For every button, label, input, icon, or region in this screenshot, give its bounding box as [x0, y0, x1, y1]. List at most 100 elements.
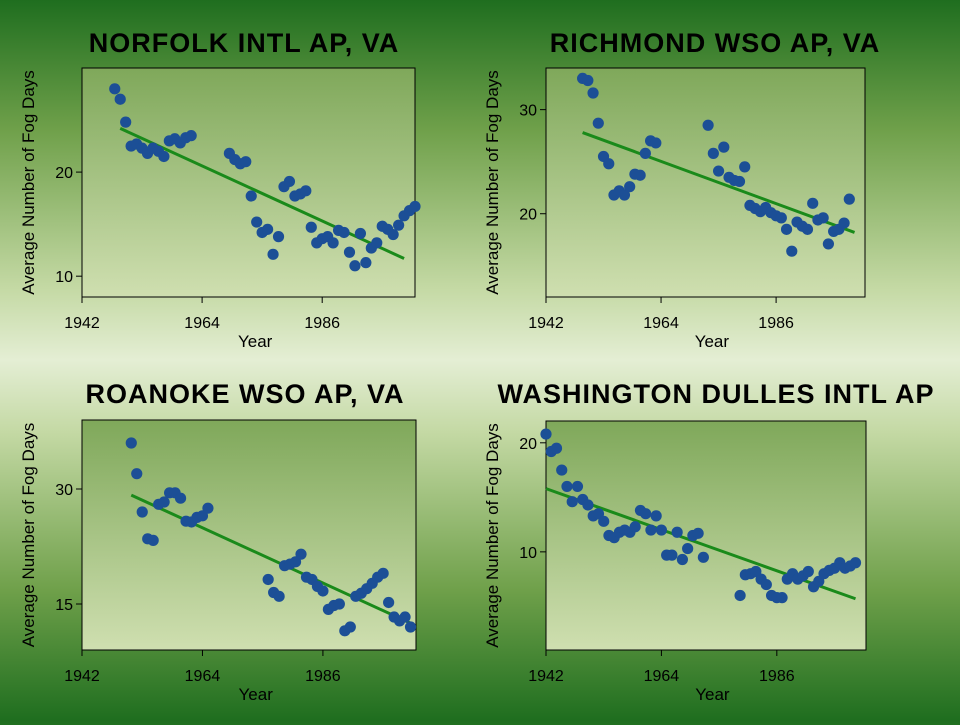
data-point [409, 200, 421, 213]
y-tick-label: 10 [55, 269, 73, 286]
trend-line [582, 131, 856, 234]
data-point [114, 93, 126, 105]
data-point [136, 506, 148, 518]
chart-panel-2: RICHMOND WSO AP, VA Average Number of Fog… [483, 28, 881, 351]
data-point [550, 442, 563, 454]
y-axis-label: Average Number of Fog Days [483, 423, 502, 648]
data-point [262, 223, 274, 235]
data-point [349, 260, 361, 272]
data-point [760, 578, 772, 591]
data-point [251, 216, 263, 228]
data-point [343, 246, 356, 258]
x-tick-label: 1942 [64, 668, 100, 685]
data-point [582, 74, 594, 87]
data-point [240, 156, 252, 168]
data-point [272, 231, 285, 243]
data-point [399, 611, 411, 623]
x-tick-label: 1986 [759, 668, 795, 685]
data-point [666, 549, 678, 561]
data-point [702, 119, 714, 131]
data-point [775, 212, 787, 224]
data-point [556, 464, 568, 476]
x-tick-label: 1942 [528, 315, 564, 332]
chart-title: NORFOLK INTL AP, VA [89, 28, 400, 58]
data-point [802, 565, 814, 578]
data-point [843, 193, 855, 205]
data-point [807, 197, 819, 209]
data-point [707, 147, 719, 159]
data-point [734, 589, 746, 602]
plot-area [81, 419, 417, 651]
data-point [697, 551, 709, 563]
x-tick-label: 1964 [185, 668, 221, 685]
data-point [629, 521, 641, 533]
data-point [109, 83, 121, 95]
chart-panel-3: ROANOKE WSO AP, VA Average Number of Fog … [19, 379, 417, 704]
data-point [202, 502, 214, 514]
data-point [354, 227, 367, 240]
data-point [776, 592, 788, 604]
y-tick-label: 15 [55, 597, 73, 614]
data-point [371, 237, 383, 249]
data-point [305, 221, 317, 233]
x-tick-label: 1964 [644, 668, 680, 685]
data-point [571, 480, 584, 493]
data-point [344, 621, 356, 633]
y-tick-label: 30 [519, 103, 537, 120]
x-tick-label: 1964 [184, 315, 220, 332]
data-point [786, 245, 798, 257]
chart-title: RICHMOND WSO AP, VA [550, 28, 881, 58]
y-tick-label: 20 [519, 207, 537, 224]
chart-panel-4: WASHINGTON DULLES INTL AP Average Number … [483, 379, 934, 704]
data-point [676, 553, 688, 566]
data-point [338, 226, 350, 239]
data-point [360, 257, 372, 269]
trend-line [130, 493, 412, 625]
data-point [838, 217, 850, 229]
x-tick-label: 1986 [305, 668, 341, 685]
y-tick-label: 20 [519, 436, 537, 453]
x-tick-label: 1986 [758, 315, 794, 332]
data-point [147, 534, 159, 546]
y-tick-label: 10 [519, 545, 537, 562]
data-point [822, 238, 834, 250]
data-point [295, 548, 307, 560]
data-point [273, 590, 285, 602]
data-point [849, 557, 862, 569]
data-point [561, 480, 573, 493]
data-point [185, 130, 197, 142]
data-point [780, 223, 793, 235]
y-axis-label: Average Number of Fog Days [19, 70, 38, 295]
x-axis-label: Year [238, 332, 273, 351]
plot-area [545, 420, 867, 651]
x-axis-label: Year [695, 685, 730, 704]
data-point [692, 527, 704, 539]
data-point [383, 596, 395, 609]
plot-area [545, 67, 866, 298]
data-point [300, 185, 312, 197]
data-point [245, 190, 257, 202]
y-axis-label: Average Number of Fog Days [483, 70, 502, 295]
data-point [624, 181, 636, 193]
x-axis-label: Year [695, 332, 730, 351]
data-point [650, 510, 662, 522]
data-point [327, 237, 339, 249]
data-point [603, 158, 615, 170]
data-point [333, 598, 345, 610]
chart-panel-1: NORFOLK INTL AP, VA Average Number of Fog… [19, 28, 421, 351]
x-axis-label: Year [239, 685, 274, 704]
data-point [817, 212, 829, 224]
x-tick-label: 1942 [528, 668, 564, 685]
data-point [158, 496, 170, 508]
y-axis-label: Average Number of Fog Days [19, 423, 38, 648]
x-tick-label: 1986 [304, 315, 340, 332]
data-point [120, 116, 132, 128]
data-point [158, 150, 170, 163]
data-point [317, 585, 329, 597]
data-point [733, 175, 746, 188]
data-point [655, 524, 668, 536]
data-point [566, 496, 578, 508]
chart-title: ROANOKE WSO AP, VA [85, 379, 404, 409]
